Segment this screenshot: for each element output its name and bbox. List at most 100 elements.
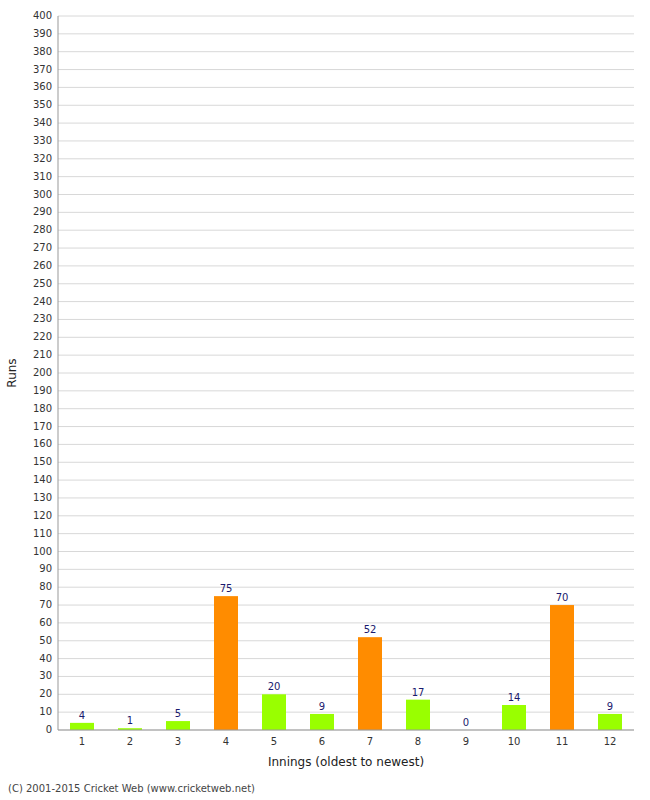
x-tick-label: 3 <box>175 736 181 747</box>
x-tick-label: 10 <box>508 736 521 747</box>
y-ticks: 0102030405060708090100110120130140150160… <box>33 10 52 735</box>
x-tick-label: 1 <box>79 736 85 747</box>
data-label: 4 <box>79 710 85 721</box>
bar <box>358 637 382 730</box>
y-tick-label: 30 <box>39 670 52 681</box>
y-tick-label: 180 <box>33 403 52 414</box>
grid-line <box>58 676 634 677</box>
y-tick-label: 70 <box>39 599 52 610</box>
y-tick-label: 40 <box>39 653 52 664</box>
x-axis-line <box>58 730 634 731</box>
grid-line <box>58 176 634 177</box>
y-tick-label: 390 <box>33 28 52 39</box>
data-label: 5 <box>175 708 181 719</box>
grid-line <box>58 462 634 463</box>
y-tick-label: 0 <box>46 724 52 735</box>
x-ticks: 123456789101112 <box>79 736 617 747</box>
grid-line <box>58 533 634 534</box>
grid-line <box>58 140 634 141</box>
data-label: 17 <box>412 687 425 698</box>
y-tick-label: 20 <box>39 688 52 699</box>
grid-line <box>58 622 634 623</box>
grid-line <box>58 87 634 88</box>
grid-line <box>58 551 634 552</box>
y-tick-label: 160 <box>33 438 52 449</box>
y-tick-label: 50 <box>39 635 52 646</box>
y-tick-label: 10 <box>39 706 52 717</box>
grid-line <box>58 694 634 695</box>
y-tick-label: 60 <box>39 617 52 628</box>
y-tick-label: 250 <box>33 278 52 289</box>
data-labels: 415752095217014709 <box>79 583 613 728</box>
grid-line <box>58 480 634 481</box>
grid-line <box>58 373 634 374</box>
grid-line <box>58 265 634 266</box>
grid-line <box>58 212 634 213</box>
y-tick-label: 120 <box>33 510 52 521</box>
grid-line <box>58 337 634 338</box>
grid-line <box>58 319 634 320</box>
grid-line <box>58 587 634 588</box>
y-tick-label: 220 <box>33 331 52 342</box>
data-label: 1 <box>127 715 133 726</box>
y-tick-label: 200 <box>33 367 52 378</box>
grid-line <box>58 301 634 302</box>
grid-line <box>58 426 634 427</box>
y-tick-label: 340 <box>33 117 52 128</box>
grid-line <box>58 444 634 445</box>
data-label: 9 <box>607 701 613 712</box>
grid-line <box>58 283 634 284</box>
grid-line <box>58 730 634 731</box>
data-label: 70 <box>556 592 569 603</box>
grid-line <box>58 408 634 409</box>
y-tick-label: 110 <box>33 528 52 539</box>
grid <box>58 16 634 730</box>
data-label: 0 <box>463 717 469 728</box>
bar <box>310 714 334 730</box>
data-label: 52 <box>364 624 377 635</box>
grid-line <box>58 51 634 52</box>
y-tick-label: 100 <box>33 546 52 557</box>
data-label: 20 <box>268 681 281 692</box>
bar <box>214 596 238 730</box>
y-tick-label: 280 <box>33 224 52 235</box>
x-tick-label: 7 <box>367 736 373 747</box>
y-tick-label: 210 <box>33 349 52 360</box>
y-tick-label: 320 <box>33 153 52 164</box>
y-tick-label: 310 <box>33 171 52 182</box>
y-tick-label: 300 <box>33 189 52 200</box>
x-tick-label: 12 <box>604 736 617 747</box>
y-tick-label: 190 <box>33 385 52 396</box>
y-tick-label: 270 <box>33 242 52 253</box>
bar <box>406 700 430 730</box>
bar <box>166 721 190 730</box>
y-tick-label: 350 <box>33 99 52 110</box>
grid-line <box>58 105 634 106</box>
grid-line <box>58 33 634 34</box>
x-tick-label: 2 <box>127 736 133 747</box>
data-label: 75 <box>220 583 233 594</box>
bars <box>70 596 622 730</box>
y-tick-label: 330 <box>33 135 52 146</box>
grid-line <box>58 16 634 17</box>
x-tick-label: 4 <box>223 736 229 747</box>
y-tick-label: 260 <box>33 260 52 271</box>
bar <box>262 694 286 730</box>
bar <box>598 714 622 730</box>
x-tick-label: 6 <box>319 736 325 747</box>
chart-svg: 0102030405060708090100110120130140150160… <box>0 0 650 800</box>
grid-line <box>58 497 634 498</box>
grid-line <box>58 248 634 249</box>
y-tick-label: 230 <box>33 313 52 324</box>
x-tick-label: 5 <box>271 736 277 747</box>
grid-line <box>58 569 634 570</box>
y-tick-label: 140 <box>33 474 52 485</box>
x-tick-label: 8 <box>415 736 421 747</box>
grid-line <box>58 712 634 713</box>
bar <box>502 705 526 730</box>
y-tick-label: 150 <box>33 456 52 467</box>
grid-line <box>58 158 634 159</box>
data-label: 14 <box>508 692 521 703</box>
y-tick-label: 400 <box>33 10 52 21</box>
grid-line <box>58 390 634 391</box>
